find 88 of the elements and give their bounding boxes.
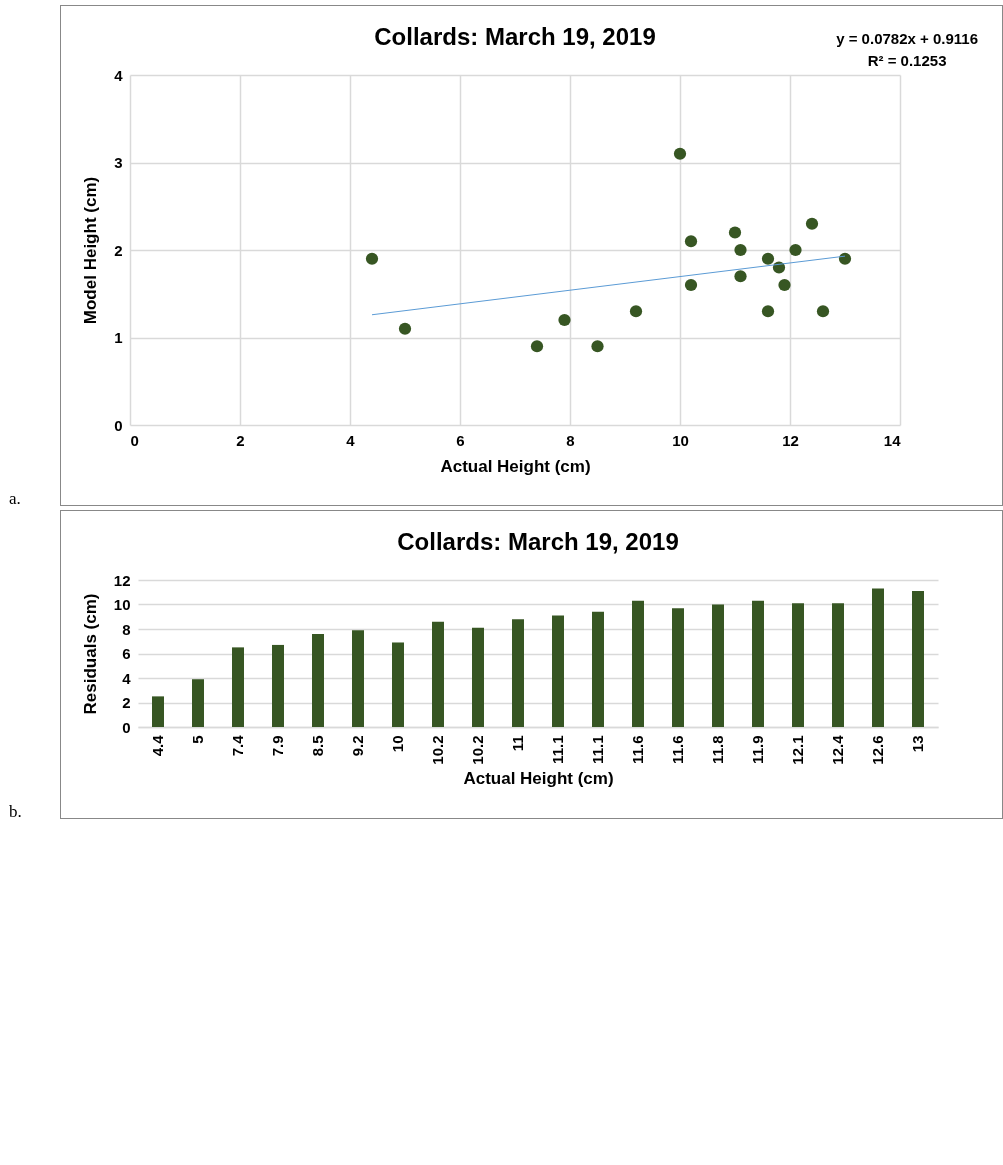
text: b. xyxy=(9,802,22,822)
bar xyxy=(232,647,244,727)
point xyxy=(558,313,571,327)
x-tick-label: 11.6 xyxy=(669,735,686,764)
x-tick-label: 7.4 xyxy=(229,734,246,757)
x-tick-label: 11 xyxy=(509,735,526,752)
x-tick-label: 10 xyxy=(672,431,689,449)
bar xyxy=(472,627,484,727)
point xyxy=(629,305,643,318)
x-tick-label: 10.2 xyxy=(429,735,446,765)
x-tick-label: 12.1 xyxy=(789,735,806,765)
x-tick-label: 11.1 xyxy=(549,735,566,764)
y-tick-label: 10 xyxy=(113,596,131,613)
x-tick-label: 10.2 xyxy=(469,735,486,765)
y-tick-label: 1 xyxy=(114,329,123,346)
point xyxy=(673,147,687,160)
point xyxy=(734,243,747,257)
x-tick-label: 5 xyxy=(189,735,206,744)
point xyxy=(761,252,775,265)
y-axis-title: Model Height (cm) xyxy=(81,176,101,325)
bar xyxy=(512,619,524,727)
y-tick-label: 0 xyxy=(122,718,131,736)
x-axis-title: Actual Height (cm) xyxy=(463,768,614,788)
bar xyxy=(192,679,204,727)
x-tick-label: 8.5 xyxy=(309,735,326,757)
point xyxy=(684,235,698,248)
text: R² = 0.1253 xyxy=(866,51,948,71)
y-tick-label: 12 xyxy=(113,571,131,589)
bar xyxy=(792,603,804,727)
y-axis-title: Residuals (cm) xyxy=(80,593,100,715)
point xyxy=(761,305,775,318)
bar xyxy=(832,603,844,727)
x-tick-label: 8 xyxy=(566,431,575,449)
bar xyxy=(312,633,324,727)
bar xyxy=(552,615,564,727)
x-tick-label: 11.6 xyxy=(629,735,646,764)
bar xyxy=(672,608,684,727)
point xyxy=(838,252,852,265)
y-tick-label: 2 xyxy=(114,241,123,259)
x-tick-label: 11.1 xyxy=(589,735,606,764)
bar xyxy=(632,600,644,727)
x-tick-label: 12.4 xyxy=(829,734,846,765)
point xyxy=(591,340,604,353)
x-tick-label: 7.9 xyxy=(269,735,286,757)
x-tick-label: 10 xyxy=(389,735,406,753)
point xyxy=(365,252,379,265)
x-tick-label: 12.6 xyxy=(869,735,886,765)
y-tick-label: 8 xyxy=(122,620,131,638)
point xyxy=(728,226,742,239)
bar xyxy=(912,591,924,727)
bar xyxy=(352,630,364,727)
text: a. xyxy=(9,489,21,509)
x-tick-label: 14 xyxy=(883,431,902,449)
x-tick-label: 6 xyxy=(456,431,465,449)
bar xyxy=(152,696,164,727)
bar xyxy=(592,611,604,727)
bar xyxy=(712,604,724,727)
x-tick-label: 2 xyxy=(236,431,245,449)
chart-title: Collards: March 19, 2019 xyxy=(397,528,679,555)
bar xyxy=(432,621,444,727)
point xyxy=(816,305,830,318)
x-tick-label: 9.2 xyxy=(349,735,366,757)
y-tick-label: 0 xyxy=(114,416,123,434)
point xyxy=(530,340,544,353)
x-tick-label: 11.9 xyxy=(749,735,766,764)
point xyxy=(805,217,819,230)
y-tick-label: 6 xyxy=(122,645,131,662)
chart-title: Collards: March 19, 2019 xyxy=(374,23,656,50)
y-tick-label: 2 xyxy=(122,694,131,711)
y-tick-label: 3 xyxy=(114,154,123,171)
point xyxy=(398,322,412,335)
x-tick-label: 4.4 xyxy=(149,734,166,757)
point xyxy=(684,278,698,292)
x-tick-label: 11.8 xyxy=(709,735,726,764)
point xyxy=(778,278,791,292)
bar xyxy=(872,588,884,727)
x-tick-label: 12 xyxy=(782,431,799,449)
point xyxy=(734,270,747,283)
x-tick-label: 13 xyxy=(909,735,926,753)
bar xyxy=(752,600,764,727)
y-tick-label: 4 xyxy=(122,669,132,687)
bar xyxy=(272,644,284,727)
y-tick-label: 4 xyxy=(114,66,124,84)
text: y = 0.0782x + 0.9116 xyxy=(836,29,978,49)
x-tick-label: 4 xyxy=(346,431,356,449)
x-axis-title: Actual Height (cm) xyxy=(440,456,591,476)
bar xyxy=(392,642,404,727)
point xyxy=(789,243,802,257)
